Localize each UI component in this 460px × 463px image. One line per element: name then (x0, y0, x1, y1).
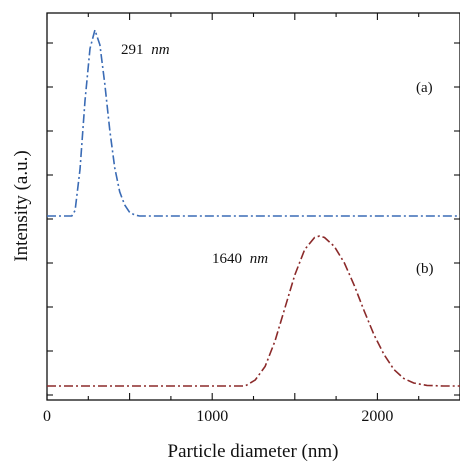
series-a-peak-label: 291 nm (121, 42, 170, 58)
series-b-peak-label: 1640 nm (212, 251, 268, 267)
panel-label-b: (b) (416, 261, 434, 277)
panel-label-a: (a) (416, 80, 433, 96)
y-axis-label: Intensity (a.u.) (11, 150, 32, 261)
series-a-peak-unit: nm (151, 42, 170, 58)
series-b-peak-unit: nm (250, 251, 269, 267)
series-b-curve (47, 235, 460, 387)
series-a-peak-value: 291 (121, 42, 144, 58)
x-tick-label: 0 (43, 408, 51, 425)
plot-frame (46, 12, 460, 401)
series-b-peak-value: 1640 (212, 251, 242, 267)
x-axis-ticks: 0 1000 2000 (43, 13, 460, 425)
series-a-curve (47, 27, 460, 217)
x-tick-label: 2000 (361, 408, 393, 425)
x-axis-label: Particle diameter (nm) (168, 441, 339, 462)
x-tick-label: 1000 (196, 408, 228, 425)
y-axis-ticks (47, 42, 460, 396)
